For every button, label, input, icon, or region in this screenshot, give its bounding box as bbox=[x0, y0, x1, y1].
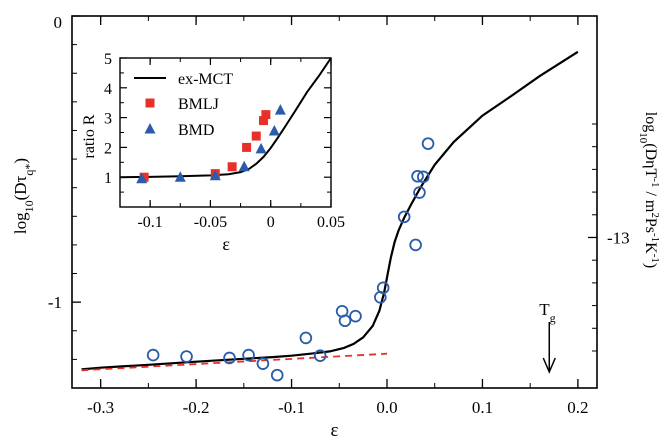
inset-bmlj-point bbox=[251, 131, 261, 141]
data-point-circle bbox=[411, 169, 424, 183]
r-label-sub: 10 bbox=[637, 132, 649, 144]
right-y-tick-label: -13 bbox=[607, 228, 630, 247]
data-point-circle bbox=[223, 351, 236, 365]
tg-label-sub: g bbox=[550, 311, 556, 325]
legend-triangle-swatch bbox=[144, 123, 156, 134]
data-point-circle bbox=[376, 281, 390, 295]
inset-x-tick-label: 0.05 bbox=[317, 214, 345, 231]
tg-label: Tg bbox=[539, 300, 555, 325]
x-axis-label: ε bbox=[331, 420, 339, 441]
legend-label: ex-MCT bbox=[178, 71, 233, 88]
main-chart: -0.3 -0.2 -0.1 0.0 0.1 0.2ε0-1-13log10(Dτq*)l… bbox=[11, 13, 661, 441]
r-label-part: log bbox=[642, 112, 659, 132]
legend-label: BMLJ bbox=[178, 96, 219, 113]
inset-x-axis-label: ε bbox=[222, 234, 230, 254]
data-point-circle bbox=[313, 349, 327, 362]
inset-bmlj-point bbox=[227, 162, 237, 172]
r-label-sup: 2 bbox=[649, 212, 661, 218]
legend-label: BMD bbox=[178, 122, 214, 139]
y-label-part: ) bbox=[11, 158, 30, 164]
x-tick-label: 0.2 bbox=[567, 398, 588, 417]
inset-bmd-point bbox=[238, 160, 250, 172]
x-tick-label: -0.3 bbox=[87, 398, 114, 417]
data-point-circle bbox=[256, 357, 270, 370]
inset-bmlj-point bbox=[139, 172, 149, 182]
data-point-circle bbox=[299, 331, 313, 345]
inset-bmlj-point bbox=[242, 142, 252, 152]
data-point-circle bbox=[146, 348, 160, 362]
data-point-circle bbox=[349, 309, 362, 323]
y-label-part: log bbox=[11, 212, 30, 234]
r-label-part: / m bbox=[642, 187, 659, 212]
plot-frame bbox=[71, 15, 598, 389]
inset-bmd-point bbox=[255, 142, 267, 154]
inset-ex-mct-curve bbox=[119, 57, 332, 179]
inset-y-axis-label: ratio R bbox=[81, 114, 98, 158]
data-point-circle bbox=[180, 350, 193, 363]
inset-x-tick-label: -0.1 bbox=[137, 214, 162, 231]
r-label-part: ) bbox=[642, 263, 659, 268]
inset-x-tick-label: -0.05 bbox=[194, 214, 227, 231]
y-tick-label: -1 bbox=[48, 293, 62, 312]
x-tick-label: 0.0 bbox=[376, 398, 397, 417]
inset-y-tick-label: 2 bbox=[104, 140, 112, 157]
data-point-circle bbox=[421, 137, 435, 150]
inset-y-tick-label: 3 bbox=[104, 111, 112, 128]
data-point-circle bbox=[397, 210, 411, 224]
x-tick-label: -0.2 bbox=[183, 398, 210, 417]
data-point-circle bbox=[409, 238, 422, 252]
r-label-part: (DηT bbox=[642, 143, 659, 178]
inset-bmd-point bbox=[136, 172, 148, 184]
y-label-sub: 10 bbox=[22, 200, 36, 212]
inset-y-tick-label: 5 bbox=[104, 51, 112, 68]
x-tick-label: -0.1 bbox=[278, 398, 305, 417]
r-label-part: Ps bbox=[642, 218, 659, 233]
r-label-sup: -1 bbox=[649, 233, 661, 242]
inset-chart: -0.1 -0.05 0 0.05 ε 1 2 3 4 5 ratio R ex-MCT BMLJ BMD bbox=[81, 51, 345, 254]
data-point-circle bbox=[270, 368, 284, 382]
inset-y-tick-label: 1 bbox=[104, 170, 112, 187]
inset-bmlj-point bbox=[261, 110, 271, 120]
tg-arrow-head bbox=[542, 357, 556, 374]
r-label-sup: -1 bbox=[649, 254, 661, 263]
y-axis-label-left: log10(Dτq*) bbox=[11, 158, 36, 234]
inset-x-tick-label: 0 bbox=[267, 214, 275, 231]
r-label-part: K bbox=[642, 242, 659, 254]
data-point-circle bbox=[338, 314, 352, 328]
data-point-circle bbox=[242, 348, 255, 362]
r-label-sup: -1 bbox=[649, 178, 661, 187]
inset-y-tick-label: 4 bbox=[104, 81, 112, 98]
inset-bmd-point bbox=[209, 169, 221, 181]
inset-bmd-point bbox=[174, 171, 186, 182]
data-point-circle bbox=[413, 186, 426, 199]
y-label-sub: q* bbox=[22, 164, 36, 176]
y-axis-label-right: log10(DηT-1 / m2Ps-1K-1) bbox=[637, 112, 661, 268]
data-point-circle bbox=[416, 170, 430, 184]
y-label-part: (Dτ bbox=[11, 175, 30, 200]
inset-bmlj-point bbox=[258, 116, 268, 126]
inset-bmd-point bbox=[274, 104, 286, 115]
inset-bmd-point bbox=[268, 125, 280, 136]
tg-label-main: T bbox=[539, 300, 550, 319]
y-tick-label: 0 bbox=[54, 13, 63, 32]
x-tick-label: 0.1 bbox=[472, 398, 493, 417]
linear-fit-dashed bbox=[81, 352, 388, 372]
legend-square-swatch bbox=[145, 98, 155, 108]
